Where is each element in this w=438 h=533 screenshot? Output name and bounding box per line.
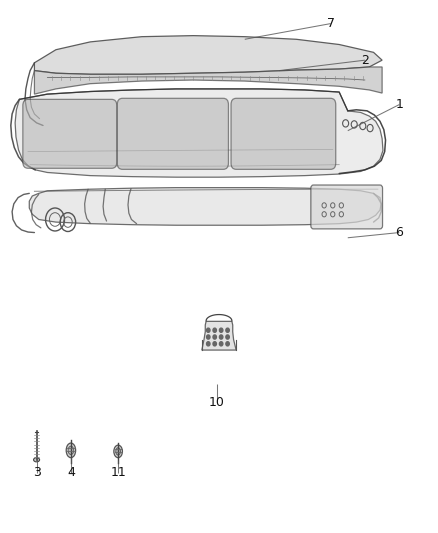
Ellipse shape — [116, 448, 120, 455]
Polygon shape — [15, 89, 383, 177]
FancyBboxPatch shape — [117, 98, 229, 169]
Text: 4: 4 — [67, 466, 75, 479]
Circle shape — [226, 328, 230, 332]
Circle shape — [207, 335, 210, 339]
Ellipse shape — [66, 443, 76, 458]
Text: 2: 2 — [361, 54, 369, 67]
Text: 7: 7 — [327, 17, 335, 30]
Text: 11: 11 — [110, 466, 126, 479]
Ellipse shape — [114, 445, 123, 458]
Polygon shape — [202, 321, 236, 350]
Circle shape — [207, 328, 210, 332]
Polygon shape — [35, 67, 382, 94]
Circle shape — [213, 328, 216, 332]
FancyBboxPatch shape — [311, 185, 382, 229]
FancyBboxPatch shape — [231, 98, 336, 169]
Ellipse shape — [68, 446, 74, 455]
Text: 6: 6 — [396, 226, 403, 239]
Text: 1: 1 — [396, 98, 403, 111]
Ellipse shape — [34, 458, 39, 462]
Circle shape — [226, 342, 230, 346]
Circle shape — [219, 342, 223, 346]
Circle shape — [213, 342, 216, 346]
Circle shape — [213, 335, 216, 339]
Circle shape — [207, 342, 210, 346]
Text: 10: 10 — [209, 396, 225, 409]
Circle shape — [226, 335, 230, 339]
Circle shape — [219, 335, 223, 339]
FancyBboxPatch shape — [23, 99, 117, 168]
Polygon shape — [35, 36, 382, 74]
Text: 3: 3 — [33, 466, 40, 479]
Polygon shape — [29, 188, 381, 225]
Circle shape — [219, 328, 223, 332]
